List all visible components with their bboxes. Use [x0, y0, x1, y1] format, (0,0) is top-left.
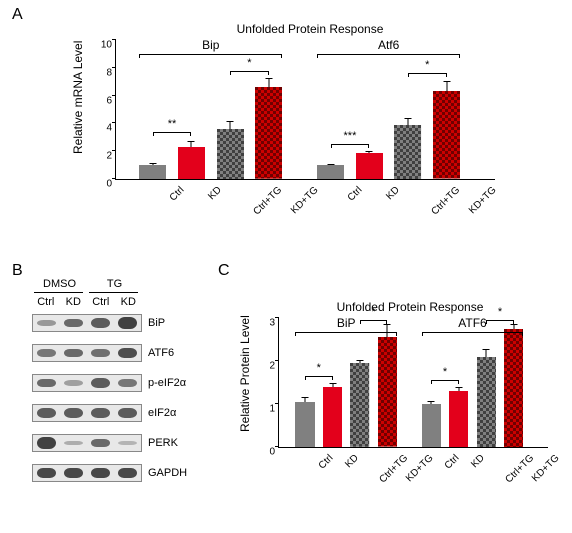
significance-bracket — [408, 73, 447, 74]
ytick: 2 — [269, 361, 279, 372]
blot-col-label: Ctrl — [32, 296, 60, 308]
panel-label-c: C — [218, 262, 230, 280]
bar — [295, 402, 314, 447]
significance-text: * — [230, 57, 269, 69]
blot-col-label: KD — [115, 296, 143, 308]
group-label: Bip — [139, 38, 282, 52]
bar — [217, 129, 244, 179]
blot-row: ATF6 — [32, 344, 174, 362]
significance-bracket — [305, 376, 332, 377]
blot-col-label: KD — [60, 296, 88, 308]
xtick: KD — [384, 185, 402, 203]
significance-bracket — [431, 380, 458, 381]
xtick: KD+TG — [467, 185, 499, 217]
significance-bracket — [486, 320, 513, 321]
blot-label: PERK — [148, 437, 178, 449]
ytick: 6 — [106, 95, 116, 106]
chart-c-title: Unfolded Protein Response — [260, 300, 560, 314]
blot-row: eIF2α — [32, 404, 176, 422]
xtick: Ctrl — [346, 185, 365, 204]
panel-label-a: A — [12, 6, 23, 24]
xtick: KD+TG — [289, 185, 321, 217]
xtick: KD — [343, 453, 361, 471]
xtick: Ctrl — [443, 453, 462, 472]
bar — [323, 387, 342, 447]
chart-a-ylabel: Relative mRNA Level — [71, 44, 85, 154]
ytick: 1 — [269, 404, 279, 415]
bar — [378, 337, 397, 447]
xtick: Ctrl+TG — [251, 185, 284, 218]
xtick: KD — [470, 453, 488, 471]
significance-bracket — [360, 320, 387, 321]
ytick: 4 — [106, 123, 116, 134]
blot-label: GAPDH — [148, 467, 187, 479]
ytick: 3 — [269, 318, 279, 329]
blot-group-label: TG — [87, 278, 142, 290]
bar — [178, 147, 205, 179]
blot-image — [32, 314, 142, 332]
xtick: Ctrl — [168, 185, 187, 204]
significance-text: * — [486, 306, 513, 318]
ytick: 0 — [269, 447, 279, 458]
blot-image — [32, 344, 142, 362]
bar — [422, 404, 441, 447]
bar — [317, 165, 344, 179]
chart-panel-a: Unfolded Protein Response Relative mRNA … — [95, 22, 525, 180]
significance-text: * — [408, 59, 447, 71]
blot-label: BiP — [148, 317, 165, 329]
ytick: 2 — [106, 151, 116, 162]
bar — [433, 91, 460, 179]
blot-label: p-eIF2α — [148, 377, 186, 389]
group-label: Atf6 — [317, 38, 460, 52]
blot-image — [32, 404, 142, 422]
panel-label-b: B — [12, 262, 23, 280]
bar — [356, 153, 383, 179]
xtick: KD+TG — [404, 453, 436, 485]
xtick: Ctrl+TG — [377, 453, 410, 486]
xtick: Ctrl+TG — [503, 453, 536, 486]
bar — [477, 357, 496, 447]
significance-text: *** — [331, 130, 370, 142]
bar — [504, 329, 523, 447]
xtick: KD+TG — [530, 453, 562, 485]
significance-text: * — [360, 306, 387, 318]
chart-panel-c: Unfolded Protein Response Relative Prote… — [260, 300, 560, 448]
blot-col-label: Ctrl — [87, 296, 115, 308]
xtick: Ctrl+TG — [429, 185, 462, 218]
blot-image — [32, 374, 142, 392]
significance-text: * — [431, 366, 458, 378]
significance-bracket — [331, 144, 370, 145]
bar — [139, 165, 166, 179]
bar — [350, 363, 369, 447]
significance-bracket — [153, 132, 192, 133]
significance-bracket — [230, 71, 269, 72]
blot-row: p-eIF2α — [32, 374, 186, 392]
blot-group-label: DMSO — [32, 278, 87, 290]
significance-text: * — [305, 362, 332, 374]
xtick: KD — [206, 185, 224, 203]
blot-image — [32, 464, 142, 482]
blot-row: GAPDH — [32, 464, 187, 482]
xtick: Ctrl — [316, 453, 335, 472]
chart-a-title: Unfolded Protein Response — [95, 22, 525, 36]
chart-c-ylabel: Relative Protein Level — [238, 312, 252, 432]
blot-row: BiP — [32, 314, 165, 332]
bar — [394, 125, 421, 179]
ytick: 10 — [101, 40, 116, 51]
ytick: 8 — [106, 67, 116, 78]
bar — [255, 87, 282, 179]
bar — [449, 391, 468, 447]
blot-image — [32, 434, 142, 452]
blot-label: ATF6 — [148, 347, 174, 359]
blot-label: eIF2α — [148, 407, 176, 419]
ytick: 0 — [106, 179, 116, 190]
significance-text: ** — [153, 118, 192, 130]
blot-row: PERK — [32, 434, 178, 452]
